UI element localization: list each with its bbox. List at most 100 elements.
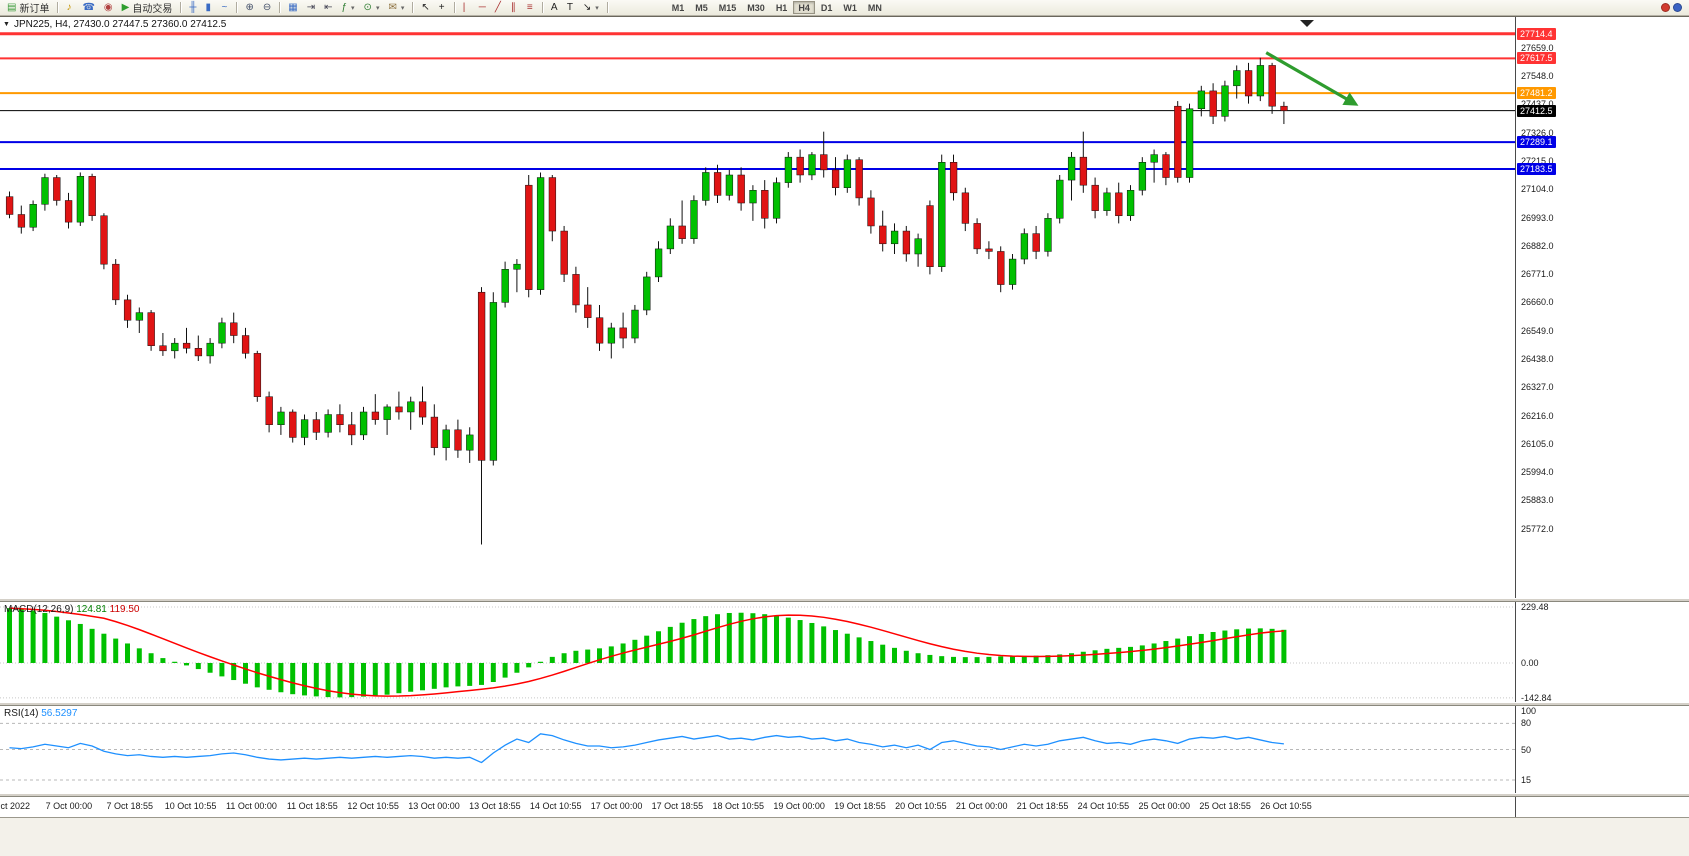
timeframe-button-h4[interactable]: H4 [793, 1, 815, 14]
price-tick-label: 25994.0 [1521, 467, 1554, 478]
autotrading-button-label: 自动交易 [132, 4, 173, 15]
tile-windows-icon[interactable]: ▦ [284, 1, 301, 15]
channel-icon[interactable]: ∥ [507, 1, 522, 15]
pane-separator[interactable] [0, 598, 1689, 602]
macd-name: MACD(12,26,9) [4, 604, 74, 615]
rsi-line [9, 733, 1284, 764]
vertical-line-icon[interactable]: | [459, 1, 474, 15]
line-chart-icon[interactable]: ~ [217, 1, 232, 15]
zoom-out-icon[interactable]: ⊖ [259, 1, 275, 15]
one-click-trading-arrow[interactable]: ▼ [3, 21, 10, 28]
macd-axis-label: 0.00 [1521, 657, 1539, 668]
toolbar-divider [606, 2, 608, 13]
text-icon-glyph: A [550, 1, 558, 13]
time-axis-label: 18 Oct 10:55 [712, 801, 765, 811]
indicators-add-icon[interactable]: ƒ ▾ [337, 1, 358, 15]
macd-main-value: 124.81 [76, 604, 107, 615]
time-axis-label: 13 Oct 00:00 [408, 801, 460, 811]
alerts-icon-glyph: ♪ [66, 1, 72, 13]
horizontal-line-icon[interactable]: ─ [475, 1, 490, 15]
time-axis-label: 13 Oct 18:55 [469, 801, 521, 811]
time-axis-label: 21 Oct 00:00 [955, 801, 1008, 811]
text-label-icon[interactable]: T [563, 1, 578, 15]
price-line-label: 27412.5 [1517, 104, 1556, 117]
notification-blue-icon[interactable] [1673, 3, 1682, 12]
trendline-icon[interactable]: ╱ [491, 1, 506, 15]
price-tick-label: 26438.0 [1521, 353, 1554, 364]
rsi-pane [0, 722, 1515, 781]
text-icon[interactable]: A [547, 1, 562, 15]
zoom-in-icon-glyph: ⊕ [245, 1, 254, 13]
support-chat-icon[interactable]: ☎ [78, 1, 98, 15]
time-axis-label: 19 Oct 18:55 [834, 801, 886, 811]
autotrading-glyph: ▶ [121, 1, 130, 13]
caret-down-icon: ▾ [375, 4, 380, 12]
time-axis-label: 25 Oct 18:55 [1199, 801, 1251, 811]
alerts-icon[interactable]: ♪ [62, 1, 77, 15]
price-tick-label: 25772.0 [1521, 523, 1554, 534]
chart-shift-icon[interactable]: ⇤ [320, 1, 336, 15]
candlestick-series [5, 57, 1288, 545]
timeframe-button-m5[interactable]: M5 [695, 2, 708, 13]
timeframe-button-w1[interactable]: W1 [843, 2, 857, 13]
zoom-in-icon[interactable]: ⊕ [241, 1, 257, 15]
notification-red-icon[interactable] [1661, 3, 1670, 12]
time-axis-label: 17 Oct 18:55 [651, 801, 704, 811]
caret-down-icon: ▾ [351, 4, 355, 12]
time-axis-label: 20 Oct 10:55 [895, 801, 947, 811]
price-axis[interactable]: 27659.0 27548.0 27437.0 27326.0 27215.0 27104… [1515, 17, 1689, 856]
timeframe-button-mn[interactable]: MN [867, 2, 882, 13]
timeframe-button-h1[interactable]: H1 [775, 2, 788, 13]
cursor-icon-glyph: ↖ [421, 1, 430, 13]
new-order-button[interactable]: ▤ 新订单 [3, 1, 53, 15]
price-tick-label: 26993.0 [1521, 212, 1554, 223]
price-tick-label: 27215.0 [1521, 155, 1554, 166]
arrows-tool-icon[interactable]: ↘ ▾ [579, 1, 603, 15]
period-clock-icon-glyph: ⊙ [363, 1, 372, 13]
rsi-axis-label: 15 [1521, 774, 1532, 785]
time-axis-label: 14 Oct 10:55 [529, 801, 582, 811]
timeframe-toolbar: M1 M5 M15 M30 H1 H4 D1 W1 MN [667, 1, 887, 14]
autotrading-button[interactable]: ▶ 自动交易 [118, 1, 177, 15]
price-tick-label: 26882.0 [1521, 240, 1554, 251]
pane-separator[interactable] [0, 793, 1689, 797]
candlestick-icon[interactable]: ▮ [201, 1, 216, 15]
price-tick-label: 26216.0 [1521, 410, 1554, 421]
fibonacci-icon-glyph: ≡ [526, 1, 533, 13]
toolbar-divider [236, 2, 238, 13]
pane-separator[interactable] [0, 702, 1689, 706]
ohlc-bars-icon[interactable]: ╫ [185, 1, 200, 15]
templates-icon-glyph: ✉ [388, 1, 397, 13]
line-chart-icon-glyph: ~ [221, 1, 228, 13]
price-chart-pane[interactable] [0, 17, 1515, 598]
price-tick-label: 25883.0 [1521, 495, 1554, 506]
rsi-axis-label: 50 [1521, 744, 1532, 755]
timeframe-button-d1[interactable]: D1 [820, 2, 833, 13]
price-tick-label: 27104.0 [1521, 184, 1554, 195]
macd-axis-label: 229.48 [1521, 602, 1549, 612]
timeframe-button-m15[interactable]: M15 [718, 2, 737, 13]
templates-icon[interactable]: ✉ ▾ [384, 1, 408, 15]
period-clock-icon[interactable]: ⊙ ▾ [360, 1, 384, 15]
cursor-icon[interactable]: ↖ [417, 1, 433, 15]
community-icon[interactable]: ◉ [100, 1, 117, 15]
timeframe-button-m1[interactable]: M1 [671, 2, 685, 13]
crosshair-icon[interactable]: + [435, 1, 450, 15]
price-tick-label: 26660.0 [1521, 297, 1554, 308]
toolbar-notifications [1661, 3, 1686, 12]
time-axis-label: 25 Oct 00:00 [1138, 801, 1191, 811]
zoom-out-icon-glyph: ⊖ [262, 1, 272, 13]
bottom-strip [0, 817, 1689, 856]
price-tick-label: 26327.0 [1521, 382, 1554, 393]
time-axis-label: 11 Oct 18:55 [286, 801, 338, 811]
auto-scroll-icon[interactable]: ⇥ [303, 1, 319, 15]
fibonacci-icon[interactable]: ≡ [523, 1, 538, 15]
timeframe-button-m30[interactable]: M30 [747, 2, 765, 13]
chart-shift-marker[interactable] [1300, 20, 1314, 27]
price-line-label: 27481.2 [1517, 87, 1556, 100]
trend-arrow-annotation[interactable] [1265, 51, 1359, 106]
tile-windows-icon-glyph: ▦ [288, 1, 298, 13]
toolbar-divider [180, 2, 182, 13]
time-axis[interactable]: 6 Oct 2022 7 Oct 00:00 7 Oct 18:55 10 Oct 1… [0, 797, 1515, 817]
macd-label: MACD(12,26,9) 124.81 119.50 [4, 604, 139, 615]
